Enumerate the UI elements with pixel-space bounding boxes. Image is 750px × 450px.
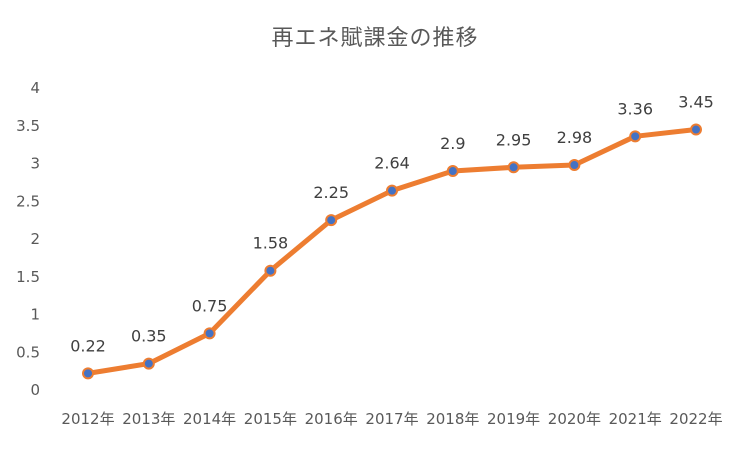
y-tick-label: 0.5 (16, 343, 40, 361)
x-tick-label: 2020年 (548, 410, 601, 428)
data-point (568, 159, 581, 172)
data-point (690, 123, 702, 136)
x-tick-label: 2019年 (487, 410, 540, 428)
y-tick-label: 1.5 (16, 268, 40, 286)
x-tick-label: 2022年 (669, 410, 722, 428)
data-point (142, 357, 155, 370)
data-label: 2.25 (313, 183, 349, 202)
data-label-group: 0.22 0.35 0.75 1.58 2.25 2.64 2.9 2.95 2.98 3.36 3… (70, 93, 714, 356)
x-tick-label: 2014年 (183, 410, 236, 428)
data-point (629, 130, 642, 143)
data-point (446, 165, 459, 178)
chart-title: 再エネ賦課金の推移 (271, 26, 479, 51)
x-tick-label: 2012年 (61, 410, 114, 428)
x-tick-label: 2015年 (244, 410, 297, 428)
y-tick-label: 3.5 (16, 117, 40, 135)
data-point (203, 327, 216, 340)
x-tick-label: 2016年 (305, 410, 358, 428)
data-point (82, 367, 94, 380)
data-label: 3.36 (617, 99, 653, 118)
y-tick-label: 1 (30, 306, 40, 324)
data-label: 2.98 (557, 128, 593, 147)
data-label: 0.75 (192, 296, 228, 315)
data-label: 2.64 (374, 154, 410, 173)
data-label: 0.35 (131, 327, 167, 346)
y-tick-label: 2 (30, 230, 40, 248)
x-tick-label: 2018年 (426, 410, 479, 428)
y-tick-label: 0 (30, 381, 40, 399)
data-point (325, 214, 338, 227)
data-label: 2.95 (496, 130, 532, 149)
x-tick-label: 2021年 (609, 410, 662, 428)
data-label: 1.58 (253, 234, 289, 253)
y-tick-label: 3 (30, 155, 40, 173)
data-point (386, 184, 398, 197)
y-tick-label: 4 (30, 79, 40, 97)
data-point (264, 264, 277, 277)
x-axis-labels: 2012年 2013年 2014年 2015年 2016年 2017年 2018年 2019年… (61, 410, 722, 428)
data-label: 0.22 (70, 336, 106, 355)
data-label: 2.9 (440, 134, 465, 153)
data-point (507, 161, 520, 174)
marker-group (82, 123, 702, 380)
y-axis-labels: 0 0.5 1 1.5 2 2.5 3 3.5 4 (16, 79, 40, 399)
x-tick-label: 2013年 (122, 410, 175, 428)
y-tick-label: 2.5 (16, 192, 40, 210)
data-label: 3.45 (678, 93, 714, 112)
x-tick-label: 2017年 (365, 410, 418, 428)
